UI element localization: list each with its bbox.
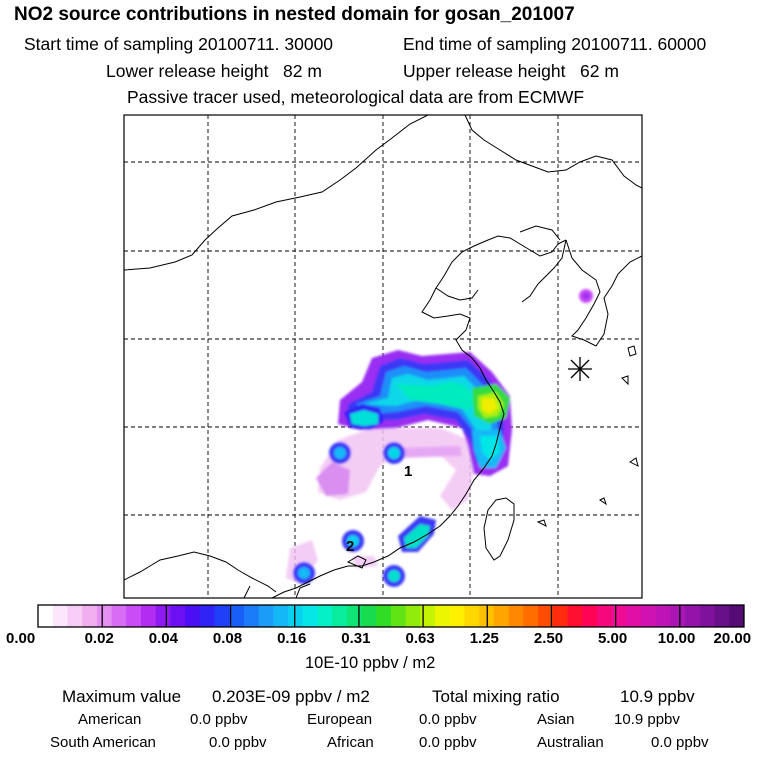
colorbar-cell [214, 605, 230, 627]
region-name: Asian [537, 711, 575, 728]
upper-release-height: Upper release height 62 m [403, 61, 619, 81]
colorbar-unit: 10E-10 ppbv / m2 [305, 654, 436, 672]
colorbar-cell [435, 605, 451, 627]
colorbar-cell [685, 605, 701, 627]
colorbar-cell [655, 605, 671, 627]
colorbar-cell [376, 605, 392, 627]
region-value: 10.9 ppbv [614, 711, 680, 728]
region-value: 0.0 ppbv [419, 711, 477, 728]
tracer-note: Passive tracer used, meteorological data… [127, 87, 585, 107]
region-name: South American [50, 734, 156, 751]
colorbar-cell [420, 605, 436, 627]
colorbar-tick-label: 1.25 [469, 630, 499, 647]
colorbar-cell [126, 605, 142, 627]
colorbar-cell [464, 605, 480, 627]
colorbar-cell [508, 605, 524, 627]
colorbar-cell [626, 605, 642, 627]
coastlines [124, 115, 642, 598]
colorbar-cell [111, 605, 127, 627]
colorbar-cell [405, 605, 421, 627]
region-name: Australian [537, 734, 604, 751]
colorbar-cell [38, 605, 54, 627]
colorbar-cell [523, 605, 539, 627]
map-label-1: 1 [404, 463, 413, 480]
region-value: 0.0 ppbv [419, 734, 477, 751]
max-value-label: Maximum value [62, 687, 182, 706]
colorbar-cell [96, 605, 112, 627]
colorbar-cell [699, 605, 715, 627]
colorbar-cell [199, 605, 215, 627]
colorbar-cell [449, 605, 465, 627]
colorbar-tick-label: 2.50 [533, 630, 564, 647]
colorbar-cell [596, 605, 613, 627]
colorbar-tick-label: 0.31 [341, 630, 371, 647]
region-name: American [78, 711, 142, 728]
colorbar-cell [391, 605, 407, 627]
colorbar-cell [52, 605, 68, 627]
colorbar-cell [332, 605, 348, 627]
colorbar-cell [317, 605, 333, 627]
colorbar-cell [346, 605, 362, 627]
colorbar-tick-label: 0.63 [405, 630, 435, 647]
colorbar-cell [538, 605, 554, 627]
colorbar-cell [170, 605, 186, 627]
colorbar-cell [155, 605, 171, 627]
max-value: 0.203E-09 ppbv / m2 [212, 687, 370, 706]
colorbar-cell [567, 605, 583, 627]
region-name: African [327, 734, 374, 751]
colorbar-cell [288, 605, 304, 627]
colorbar-cell [552, 605, 568, 627]
colorbar-cell [243, 605, 260, 627]
colorbar-cell [641, 605, 657, 627]
colorbar-frame [37, 604, 745, 628]
colorbar-cell [582, 605, 598, 627]
colorbar-tick-label: 20.00 [713, 630, 752, 647]
colorbar-cell [714, 605, 730, 627]
colorbar-cell [140, 605, 157, 627]
colorbar-tick-label: 0.08 [212, 630, 243, 647]
colorbar-cell [229, 605, 245, 627]
region-value: 0.0 ppbv [209, 734, 267, 751]
colorbar-tick-label: 0.16 [277, 630, 307, 647]
plot-title: NO2 source contributions in nested domai… [14, 4, 575, 25]
total-mixing-ratio-label: Total mixing ratio [432, 687, 560, 706]
colorbar-cell [258, 605, 274, 627]
colorbar-tick-label: 10.00 [657, 630, 696, 647]
map-label-2: 2 [346, 538, 355, 555]
no2-concentration-field [286, 289, 593, 587]
end-time: End time of sampling 20100711. 60000 [403, 34, 707, 54]
region-value: 0.0 ppbv [651, 734, 709, 751]
colorbar-cell [273, 605, 289, 627]
colorbar [38, 605, 745, 627]
station-asterisk-icon [568, 357, 592, 381]
colorbar-tick-label: 0.04 [148, 630, 178, 647]
colorbar-cell [361, 605, 377, 627]
total-mixing-ratio-value: 10.9 ppbv [620, 687, 695, 706]
colorbar-cell [82, 605, 98, 627]
colorbar-cell [185, 605, 201, 627]
colorbar-tick-label: 5.00 [598, 630, 628, 647]
lower-release-height: Lower release height 82 m [106, 61, 322, 81]
colorbar-tick-label: 0.02 [84, 630, 114, 647]
colorbar-cell [302, 605, 318, 627]
colorbar-tick-label: 0.00 [6, 630, 36, 647]
colorbar-cell [729, 605, 745, 627]
region-value: 0.0 ppbv [190, 711, 248, 728]
start-time: Start time of sampling 20100711. 30000 [24, 34, 334, 54]
colorbar-cell [493, 605, 510, 627]
colorbar-cell [67, 605, 83, 627]
colorbar-cell [611, 605, 627, 627]
colorbar-cell [670, 605, 686, 627]
region-name: European [307, 711, 373, 728]
